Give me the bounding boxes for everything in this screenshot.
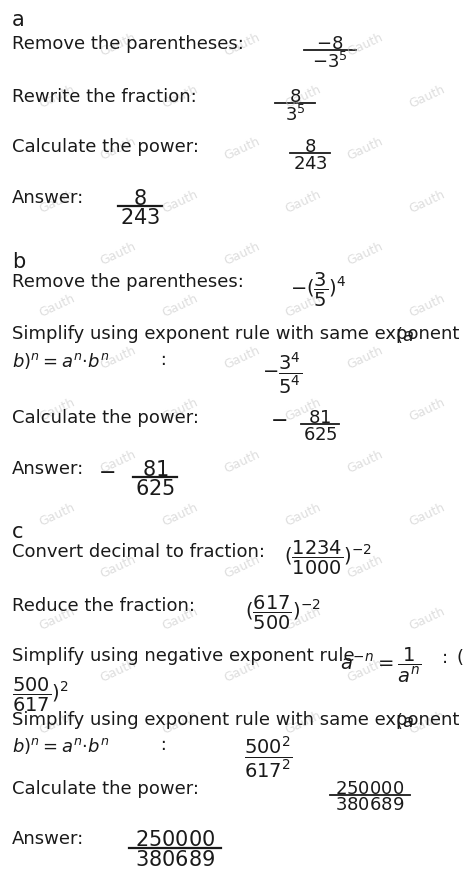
Text: Gauth: Gauth [37, 501, 77, 528]
Text: $8$: $8$ [304, 139, 316, 156]
Text: Gauth: Gauth [407, 605, 447, 633]
Text: Gauth: Gauth [160, 605, 200, 633]
Text: $-3^5$: $-3^5$ [312, 52, 348, 72]
Text: Gauth: Gauth [407, 292, 447, 320]
Text: Rewrite the fraction:: Rewrite the fraction: [12, 88, 197, 106]
Text: Gauth: Gauth [160, 188, 200, 215]
Text: Gauth: Gauth [99, 553, 138, 581]
Text: Gauth: Gauth [283, 83, 323, 111]
Text: $8$: $8$ [289, 88, 301, 106]
Text: Gauth: Gauth [160, 501, 200, 528]
Text: Gauth: Gauth [222, 344, 262, 372]
Text: :: : [155, 350, 167, 369]
Text: Answer:: Answer: [12, 188, 84, 207]
Text: c: c [12, 522, 24, 541]
Text: $243$: $243$ [292, 155, 328, 172]
Text: $8$: $8$ [133, 188, 147, 209]
Text: $-\dfrac{3^4}{5^4}$: $-\dfrac{3^4}{5^4}$ [262, 350, 302, 396]
Text: Reduce the fraction:: Reduce the fraction: [12, 597, 195, 615]
Text: Gauth: Gauth [283, 709, 323, 737]
Text: Gauth: Gauth [99, 344, 138, 372]
Text: Gauth: Gauth [345, 553, 385, 581]
Text: Gauth: Gauth [160, 709, 200, 737]
Text: $81$: $81$ [309, 409, 332, 428]
Text: $(\dfrac{617}{500})^{-2}$: $(\dfrac{617}{500})^{-2}$ [245, 594, 321, 632]
Text: Gauth: Gauth [345, 448, 385, 477]
Text: Simplify using negative exponent rule: Simplify using negative exponent rule [12, 647, 366, 666]
Text: $(a$: $(a$ [395, 325, 414, 346]
Text: Answer:: Answer: [12, 830, 84, 848]
Text: $-$: $-$ [98, 461, 115, 481]
Text: Gauth: Gauth [283, 292, 323, 320]
Text: $b)^n=a^n{\cdot}b^n$: $b)^n=a^n{\cdot}b^n$ [12, 736, 109, 757]
Text: Gauth: Gauth [283, 605, 323, 633]
Text: Remove the parentheses:: Remove the parentheses: [12, 36, 244, 53]
Text: $625$: $625$ [135, 479, 175, 499]
Text: $625$: $625$ [302, 426, 337, 444]
Text: $243$: $243$ [120, 208, 160, 228]
Text: $\dfrac{500^2}{617^2}$: $\dfrac{500^2}{617^2}$ [244, 734, 292, 781]
Text: Gauth: Gauth [283, 501, 323, 528]
Text: Gauth: Gauth [222, 657, 262, 685]
Text: $3^5$: $3^5$ [285, 104, 305, 124]
Text: $-(\dfrac{3}{5})^4$: $-(\dfrac{3}{5})^4$ [290, 271, 346, 309]
Text: $-8$: $-8$ [316, 36, 344, 53]
Text: $-$: $-$ [270, 409, 287, 429]
Text: Gauth: Gauth [283, 188, 323, 215]
Text: Gauth: Gauth [37, 709, 77, 737]
Text: Gauth: Gauth [222, 239, 262, 268]
Text: Answer:: Answer: [12, 460, 84, 477]
Text: Gauth: Gauth [37, 605, 77, 633]
Text: Gauth: Gauth [407, 709, 447, 737]
Text: $81$: $81$ [142, 460, 168, 479]
Text: Gauth: Gauth [222, 553, 262, 581]
Text: b: b [12, 252, 25, 272]
Text: Gauth: Gauth [160, 396, 200, 424]
Text: Gauth: Gauth [99, 135, 138, 163]
Text: $(\dfrac{1234}{1000})^{-2}$: $(\dfrac{1234}{1000})^{-2}$ [284, 540, 372, 577]
Text: Convert decimal to fraction:: Convert decimal to fraction: [12, 542, 265, 561]
Text: $:\ ($: $:\ ($ [438, 647, 465, 668]
Text: Gauth: Gauth [222, 31, 262, 59]
Text: $380689$: $380689$ [335, 797, 405, 814]
Text: Simplify using exponent rule with same exponent: Simplify using exponent rule with same e… [12, 325, 471, 343]
Text: Calculate the power:: Calculate the power: [12, 780, 199, 798]
Text: Gauth: Gauth [99, 448, 138, 477]
Text: Gauth: Gauth [99, 31, 138, 59]
Text: Gauth: Gauth [345, 344, 385, 372]
Text: Gauth: Gauth [407, 83, 447, 111]
Text: Gauth: Gauth [37, 83, 77, 111]
Text: Remove the parentheses:: Remove the parentheses: [12, 273, 244, 291]
Text: $250000$: $250000$ [135, 830, 215, 850]
Text: :: : [155, 736, 167, 755]
Text: Gauth: Gauth [345, 657, 385, 685]
Text: Gauth: Gauth [407, 396, 447, 424]
Text: Gauth: Gauth [160, 83, 200, 111]
Text: $380689$: $380689$ [135, 850, 215, 869]
Text: Gauth: Gauth [345, 135, 385, 163]
Text: Gauth: Gauth [283, 396, 323, 424]
Text: Gauth: Gauth [160, 292, 200, 320]
Text: Gauth: Gauth [407, 501, 447, 528]
Text: Gauth: Gauth [37, 396, 77, 424]
Text: $\dfrac{500}{617})^2$: $\dfrac{500}{617})^2$ [12, 676, 69, 714]
Text: Gauth: Gauth [345, 239, 385, 268]
Text: Calculate the power:: Calculate the power: [12, 409, 199, 428]
Text: Calculate the power:: Calculate the power: [12, 139, 199, 156]
Text: Gauth: Gauth [222, 448, 262, 477]
Text: Gauth: Gauth [222, 135, 262, 163]
Text: $b)^n=a^n{\cdot}b^n$: $b)^n=a^n{\cdot}b^n$ [12, 350, 109, 371]
Text: Gauth: Gauth [345, 31, 385, 59]
Text: Gauth: Gauth [99, 239, 138, 268]
Text: Gauth: Gauth [99, 657, 138, 685]
Text: Gauth: Gauth [407, 188, 447, 215]
Text: $250000$: $250000$ [335, 780, 405, 798]
Text: $a^{-n}{=}\dfrac{1}{a^n}$: $a^{-n}{=}\dfrac{1}{a^n}$ [340, 645, 421, 685]
Text: Gauth: Gauth [37, 292, 77, 320]
Text: Simplify using exponent rule with same exponent: Simplify using exponent rule with same e… [12, 711, 471, 729]
Text: a: a [12, 10, 25, 30]
Text: Gauth: Gauth [37, 188, 77, 215]
Text: $(a$: $(a$ [395, 711, 414, 731]
